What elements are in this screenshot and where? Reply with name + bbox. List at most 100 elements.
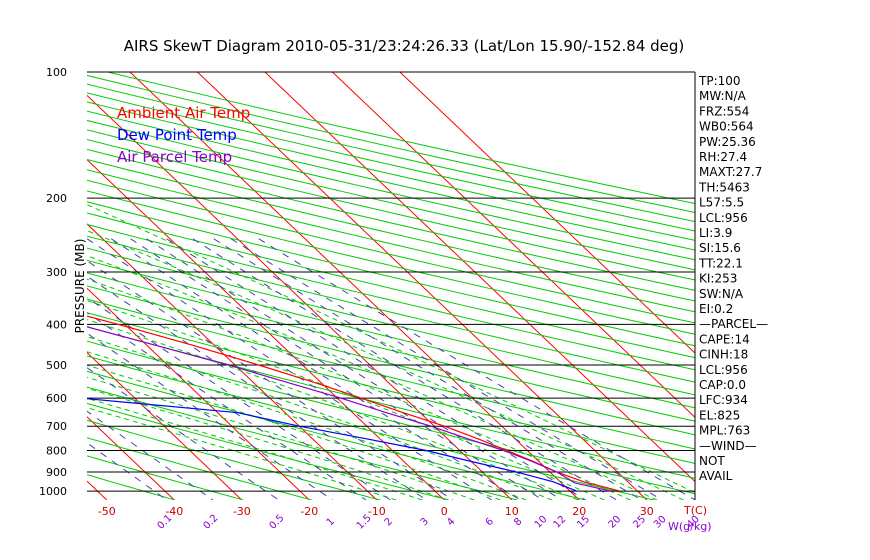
mixing-ratio-label: 1 <box>325 516 337 528</box>
moist-adiabat-line <box>87 397 423 500</box>
bottom-temp-tick-label: -40 <box>165 505 183 518</box>
pressure-tick-label: 300 <box>46 266 67 279</box>
dry-adiabat-line <box>87 419 381 500</box>
dry-adiabat-line <box>87 326 695 479</box>
index-item: MAXT:27.7 <box>699 165 762 179</box>
series-layer <box>87 315 621 492</box>
index-item: TH:5463 <box>698 180 750 194</box>
legend: Ambient Air Temp Dew Point Temp Air Parcel… <box>117 104 250 166</box>
legend-entry: Dew Point Temp <box>117 126 237 144</box>
dry-adiabat-line <box>87 272 695 422</box>
mixing-unit-label: W(g/kg) <box>668 520 712 533</box>
dry-adiabat-line <box>87 148 695 291</box>
dry-adiabat-line <box>87 235 695 383</box>
chart-title: AIRS SkewT Diagram 2010-05-31/23:24:26.3… <box>124 37 685 55</box>
isotherm-line <box>87 416 175 500</box>
index-item: —PARCEL— <box>699 317 768 331</box>
index-item: SI:15.6 <box>699 241 741 255</box>
dry-adiabat-line <box>87 402 449 500</box>
index-item: LCL:956 <box>699 363 748 377</box>
isotherm-line <box>87 480 108 500</box>
isotherm-line <box>0 72 39 500</box>
index-item: SW:N/A <box>699 287 744 301</box>
isotherm-line <box>87 287 310 500</box>
dry-adiabat-line <box>87 298 695 450</box>
mixing-ratio-line <box>111 238 521 500</box>
series-dew-point-temp <box>87 398 578 492</box>
index-item: LCL:956 <box>699 211 748 225</box>
mixing-ratio-line <box>166 238 586 500</box>
dry-adiabat-line <box>87 386 518 500</box>
dry-adiabat-line <box>87 312 695 465</box>
index-item: EI:0.2 <box>699 302 733 316</box>
index-item: LI:3.9 <box>699 226 732 240</box>
pressure-tick-label: 900 <box>46 466 67 479</box>
dry-adiabat-line <box>87 139 695 281</box>
mixing-ratio-line <box>87 275 427 500</box>
dry-adiabat-line <box>87 437 312 500</box>
pressure-tick-label: 500 <box>46 359 67 372</box>
dry-adiabat-line <box>87 158 695 302</box>
dry-adiabat-line <box>87 212 695 359</box>
index-item: —WIND— <box>699 439 757 453</box>
isotherm-line <box>264 72 695 483</box>
index-item: FRZ:554 <box>699 104 749 118</box>
index-item: RH:27.4 <box>699 150 747 164</box>
index-item: CAP:0.0 <box>699 378 746 392</box>
index-item: AVAIL <box>699 469 733 483</box>
mixing-ratio-label: 6 <box>484 516 496 528</box>
mixing-ratio-label: 30 <box>652 514 669 531</box>
index-item: TP:100 <box>698 74 741 88</box>
dry-adiabat-line <box>87 355 655 500</box>
legend-entry: Ambient Air Temp <box>117 104 250 122</box>
bottom-temp-tick-label: 20 <box>572 505 586 518</box>
moist-adiabat-line <box>87 204 695 494</box>
bottom-temp-tick-label: -30 <box>233 505 251 518</box>
pressure-tick-label: 200 <box>46 192 67 205</box>
bottom-temp-tick-label: -10 <box>368 505 386 518</box>
dry-adiabat-line <box>87 179 695 324</box>
dry-adiabat-line <box>87 247 695 396</box>
mixing-ratio-label: 12 <box>552 514 569 531</box>
moist-adiabat-line <box>87 299 605 500</box>
index-item: EL:825 <box>699 408 740 422</box>
bottom-temp-tick-label: -20 <box>300 505 318 518</box>
index-item: MPL:763 <box>699 424 750 438</box>
dry-adiabat-line <box>87 370 586 500</box>
mixing-ratio-line <box>192 238 617 500</box>
index-item: KI:253 <box>699 272 737 286</box>
mixing-ratio-line <box>87 410 214 500</box>
isotherm-line <box>87 351 243 500</box>
index-item: MW:N/A <box>699 89 747 103</box>
dry-adiabat-line <box>87 285 695 436</box>
mixing-ratio-line <box>146 238 563 500</box>
pressure-tick-label: 600 <box>46 392 67 405</box>
moist-adiabat-line <box>87 278 631 500</box>
dry-adiabat-line <box>87 129 695 271</box>
pressure-tick-label: 400 <box>46 318 67 331</box>
dry-adiabat-line <box>87 201 695 347</box>
moist-adiabat-line <box>87 387 449 500</box>
mixing-ratio-line <box>87 260 454 500</box>
mixing-ratio-line <box>213 238 642 500</box>
y-axis-label: PRESSURE (MB) <box>73 239 87 334</box>
bottom-temp-tick-label: 10 <box>505 505 519 518</box>
index-item: TT:22.1 <box>698 256 743 270</box>
dry-adiabat-line <box>87 169 695 313</box>
legend-entry: Air Parcel Temp <box>117 148 232 166</box>
isotherm-line <box>197 72 648 500</box>
mixing-ratio-line <box>87 238 492 500</box>
dry-adiabat-line <box>87 455 244 500</box>
mixing-ratio-label: 0.5 <box>267 513 286 532</box>
tick-layer: 0.1 0.2 0.5 1 1.5 2 3 4 6 8 10 12 15 20 25 30 4010020030… <box>39 66 702 532</box>
pressure-tick-label: 700 <box>46 420 67 433</box>
mixing-ratio-label: 3 <box>419 516 431 528</box>
index-item: NOT <box>699 454 725 468</box>
bottom-temp-tick-label: 30 <box>640 505 654 518</box>
moist-adiabat-line <box>87 364 501 500</box>
bottom-temp-tick-label: -50 <box>98 505 116 518</box>
mixing-ratio-line <box>87 297 391 500</box>
index-item: PW:25.36 <box>699 135 756 149</box>
